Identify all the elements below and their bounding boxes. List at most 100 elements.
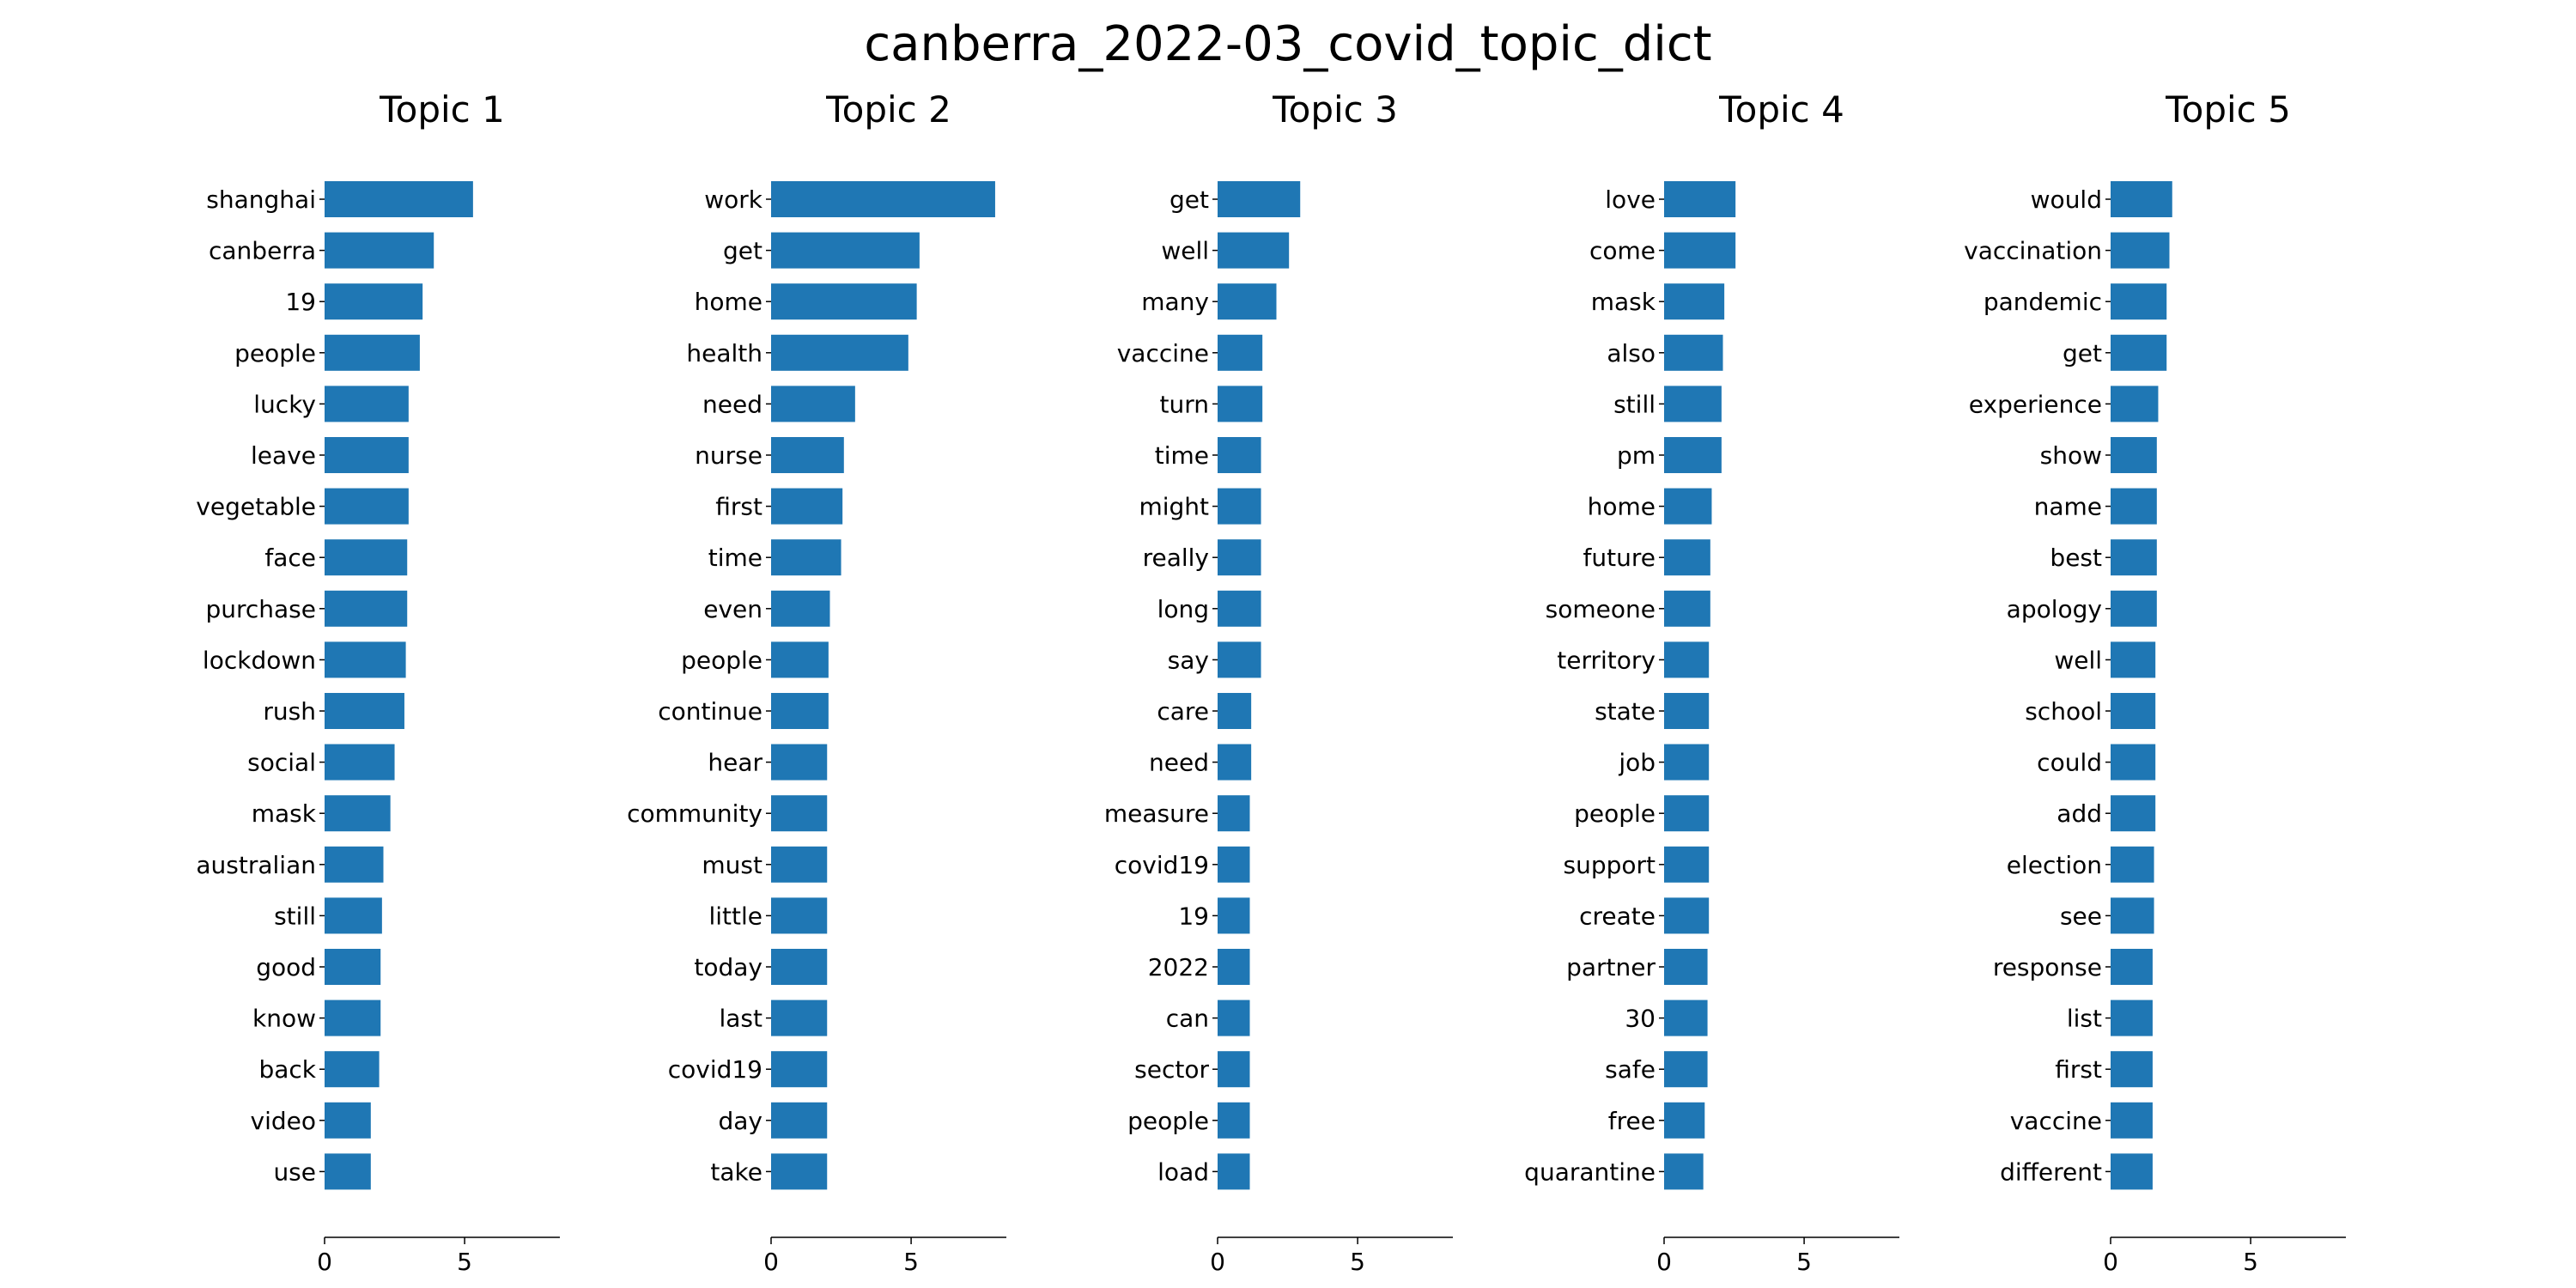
y-tick-label: also — [1607, 339, 1656, 368]
x-tick-label: 0 — [317, 1248, 332, 1276]
y-tick-label: apology — [2007, 595, 2102, 623]
y-tick-label: well — [2054, 646, 2102, 674]
bar-school — [2111, 693, 2156, 729]
bar-first — [771, 488, 843, 525]
y-tick-label: day — [718, 1107, 762, 1135]
y-tick-label: rush — [263, 697, 316, 726]
bar-apology — [2111, 590, 2157, 627]
y-tick-label: election — [2007, 851, 2102, 879]
bar-home — [771, 283, 917, 320]
bar-experience — [2111, 386, 2159, 422]
y-tick-label: canberra — [209, 237, 316, 265]
y-tick-label: might — [1139, 493, 1209, 521]
y-tick-label: 30 — [1625, 1005, 1656, 1033]
bar-future — [1664, 539, 1710, 576]
bar-video — [325, 1102, 371, 1139]
bar-back — [325, 1051, 380, 1088]
bar-vaccination — [2111, 232, 2170, 269]
subplot-topic-5: Topic 5 would vaccination pandemic get experi… — [1964, 88, 2346, 1276]
bar-continue — [771, 693, 829, 729]
y-tick-label: home — [695, 288, 762, 316]
y-tick-label: purchase — [205, 595, 316, 623]
y-tick-label: little — [708, 902, 762, 930]
y-tick-label: create — [1579, 902, 1656, 930]
bar-canberra — [325, 232, 434, 269]
y-tick-label: different — [2000, 1157, 2102, 1186]
y-tick-label: must — [702, 851, 762, 879]
subplot-topic-2: Topic 2 work get home health need nurse first ti… — [627, 88, 1006, 1276]
y-tick-label: covid19 — [1115, 851, 1209, 879]
y-tick-label: well — [1161, 237, 1209, 265]
y-tick-label: australian — [196, 851, 316, 879]
bar-get — [771, 232, 920, 269]
subplot-topic-4: Topic 4 love come mask also still pm home future… — [1524, 88, 1899, 1276]
y-tick-label: social — [247, 749, 316, 777]
y-tick-label: mask — [1591, 288, 1656, 316]
bar-need — [771, 386, 855, 422]
bar-people — [771, 641, 829, 678]
bar-19 — [325, 283, 423, 320]
bar-social — [325, 744, 395, 781]
bar-people — [325, 334, 420, 371]
y-tick-label: get — [723, 237, 762, 265]
bar-30 — [1664, 999, 1708, 1036]
bar-19 — [1218, 897, 1250, 934]
bar-still — [325, 897, 382, 934]
subplot-title: Topic 4 — [1718, 88, 1844, 131]
bar-rush — [325, 693, 404, 729]
bar-still — [1664, 386, 1722, 422]
bar-covid19 — [1218, 846, 1250, 883]
bar-list — [2111, 999, 2153, 1036]
x-tick-label: 5 — [903, 1248, 919, 1276]
y-tick-label: continue — [658, 697, 762, 726]
subplot-title: Topic 1 — [379, 88, 505, 131]
y-tick-label: love — [1605, 185, 1656, 214]
bar-2022 — [1218, 949, 1250, 985]
bar-many — [1218, 283, 1277, 320]
bar-good — [325, 949, 381, 985]
x-tick-label: 0 — [1656, 1248, 1672, 1276]
y-tick-label: school — [2025, 697, 2102, 726]
y-tick-label: support — [1563, 851, 1656, 879]
y-tick-label: home — [1588, 493, 1656, 521]
bar-see — [2111, 897, 2154, 934]
y-tick-label: measure — [1104, 799, 1209, 828]
y-tick-label: get — [1170, 185, 1209, 214]
y-tick-label: sector — [1134, 1055, 1209, 1084]
bar-best — [2111, 539, 2157, 576]
bar-different — [2111, 1153, 2153, 1190]
subplot-title: Topic 5 — [2165, 88, 2291, 131]
y-tick-label: first — [2055, 1055, 2102, 1084]
y-tick-label: list — [2067, 1005, 2102, 1033]
y-tick-label: can — [1166, 1005, 1209, 1033]
y-tick-label: people — [681, 646, 762, 674]
x-tick-label: 0 — [763, 1248, 779, 1276]
bar-shanghai — [325, 181, 473, 217]
y-tick-label: could — [2037, 749, 2102, 777]
y-tick-label: would — [2031, 185, 2102, 214]
y-tick-label: hear — [708, 749, 762, 777]
y-tick-label: face — [264, 544, 316, 572]
y-tick-label: health — [686, 339, 762, 368]
y-tick-label: nurse — [695, 441, 762, 470]
y-tick-label: see — [2060, 902, 2102, 930]
subplots: Topic 1 shanghai canberra 19 people lucky leav… — [196, 88, 2346, 1276]
y-tick-label: partner — [1566, 953, 1656, 981]
y-tick-label: territory — [1557, 646, 1656, 674]
y-tick-label: shanghai — [206, 185, 316, 214]
bar-well — [2111, 641, 2156, 678]
y-tick-label: someone — [1546, 595, 1656, 623]
y-tick-label: say — [1168, 646, 1209, 674]
y-tick-label: come — [1589, 237, 1656, 265]
y-tick-label: response — [1993, 953, 2102, 981]
bar-face — [325, 539, 408, 576]
y-tick-label: community — [627, 799, 762, 828]
y-tick-label: covid19 — [668, 1055, 762, 1084]
y-tick-label: people — [1574, 799, 1656, 828]
x-tick-label: 5 — [1796, 1248, 1812, 1276]
bar-purchase — [325, 590, 408, 627]
y-tick-label: still — [1613, 390, 1656, 418]
y-tick-label: many — [1141, 288, 1209, 316]
y-tick-label: state — [1595, 697, 1656, 726]
